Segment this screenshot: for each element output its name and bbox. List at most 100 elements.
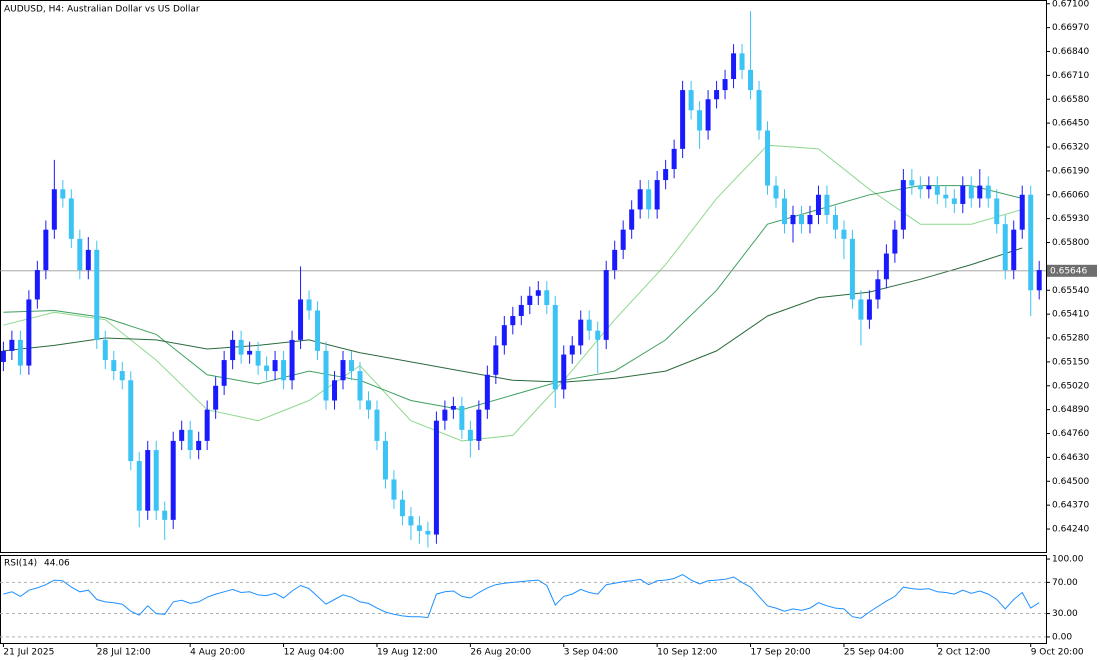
candle-body bbox=[332, 380, 338, 401]
candle-body bbox=[34, 270, 40, 300]
y-tick-label: 0.66190 bbox=[1052, 166, 1089, 176]
candle-body bbox=[968, 185, 974, 199]
candle-body bbox=[535, 290, 541, 296]
candle-body bbox=[1019, 194, 1025, 230]
candle-body bbox=[315, 310, 321, 351]
y-tick-label: 0.66970 bbox=[1052, 23, 1089, 33]
moving-average bbox=[3, 185, 1023, 411]
y-tick-label: 0.65800 bbox=[1052, 238, 1089, 248]
candle-body bbox=[467, 429, 473, 441]
candle-body bbox=[909, 180, 915, 186]
x-tick-label: 26 Aug 20:00 bbox=[470, 648, 531, 658]
candle-body bbox=[773, 185, 779, 199]
candle-body bbox=[629, 209, 635, 230]
y-tick-label: 0.64370 bbox=[1052, 501, 1089, 511]
chart-title: AUDUSD, H4: Australian Dollar vs US Doll… bbox=[4, 5, 200, 15]
candle-body bbox=[357, 371, 363, 401]
candle-body bbox=[9, 339, 15, 351]
rsi-current: 44.06 bbox=[44, 559, 70, 569]
candle-body bbox=[943, 194, 949, 199]
candle-body bbox=[272, 360, 278, 372]
candle-body bbox=[391, 479, 397, 500]
candle-body bbox=[433, 420, 439, 535]
x-tick-label: 19 Aug 12:00 bbox=[377, 648, 438, 658]
candle-body bbox=[238, 339, 244, 355]
candle-body bbox=[883, 253, 889, 280]
candle-body bbox=[425, 530, 431, 535]
candle-body bbox=[382, 440, 388, 480]
candle-body bbox=[94, 249, 100, 340]
x-tick-label: 21 Jul 2025 bbox=[3, 648, 54, 658]
candle-body bbox=[204, 409, 210, 441]
candle-body bbox=[77, 238, 83, 271]
candle-body bbox=[1002, 224, 1008, 271]
candle-body bbox=[281, 360, 287, 381]
candle-body bbox=[459, 405, 465, 430]
y-tick-label: 0.64890 bbox=[1052, 405, 1089, 415]
moving-average bbox=[3, 144, 1023, 442]
y-tick-label: 0.67100 bbox=[1052, 0, 1089, 9]
candle-body bbox=[900, 180, 906, 230]
candle-body bbox=[815, 194, 821, 215]
candle-body bbox=[569, 345, 575, 355]
candle-body bbox=[374, 409, 380, 441]
candle-body bbox=[697, 110, 703, 131]
candle-body bbox=[595, 330, 601, 340]
y-tick-label: 0.65410 bbox=[1052, 310, 1089, 320]
y-tick-label: 0.66450 bbox=[1052, 119, 1089, 129]
candle-body bbox=[213, 385, 219, 410]
candle-body bbox=[875, 279, 881, 300]
candle-body bbox=[782, 198, 787, 225]
candle-body bbox=[450, 405, 456, 410]
candle-body bbox=[832, 214, 838, 230]
candle-body bbox=[994, 198, 1000, 225]
candle-body bbox=[620, 229, 626, 250]
candle-body bbox=[518, 304, 524, 316]
candle-body bbox=[323, 350, 329, 401]
candle-body bbox=[255, 350, 261, 366]
candle-body bbox=[926, 185, 932, 190]
candle-body bbox=[408, 516, 414, 526]
candle-body bbox=[348, 360, 354, 372]
rsi-label: RSI(14) bbox=[4, 559, 37, 569]
candle-body bbox=[170, 440, 176, 520]
candle-body bbox=[866, 299, 872, 320]
y-tick-label: 0.65930 bbox=[1052, 214, 1089, 224]
candle-body bbox=[102, 339, 108, 361]
current-price-box bbox=[1047, 264, 1097, 277]
candle-body bbox=[0, 350, 6, 362]
candle-body bbox=[43, 229, 49, 271]
candle-body bbox=[892, 229, 898, 254]
y-tick-label: 0.66060 bbox=[1052, 190, 1089, 200]
candle-body bbox=[654, 180, 660, 210]
candle-body bbox=[399, 499, 405, 517]
rsi-tick-label: 0.00 bbox=[1052, 632, 1072, 642]
candle-body bbox=[748, 69, 754, 91]
candle-body bbox=[646, 189, 652, 210]
y-tick-label: 0.66710 bbox=[1052, 71, 1089, 81]
candle-body bbox=[247, 350, 253, 355]
candle-body bbox=[119, 371, 125, 381]
x-tick-label: 2 Oct 12:00 bbox=[937, 648, 990, 658]
x-tick-label: 17 Sep 20:00 bbox=[751, 648, 811, 658]
candle-body bbox=[960, 185, 966, 204]
rsi-panel bbox=[0, 555, 1047, 644]
candle-body bbox=[68, 198, 74, 239]
candle-body bbox=[196, 440, 202, 451]
x-tick-label: 10 Sep 12:00 bbox=[657, 648, 717, 658]
candle-body bbox=[841, 229, 847, 239]
candle-body bbox=[663, 169, 669, 181]
candle-body bbox=[552, 304, 558, 390]
candle-body bbox=[807, 214, 813, 225]
candle-body bbox=[493, 345, 499, 375]
candle-body bbox=[985, 185, 991, 199]
candle-body bbox=[136, 461, 142, 511]
y-tick-label: 0.64630 bbox=[1052, 453, 1089, 463]
candle-body bbox=[230, 339, 236, 361]
candle-body bbox=[221, 360, 227, 386]
x-tick-label: 12 Aug 04:00 bbox=[284, 648, 345, 658]
candle-body bbox=[917, 185, 923, 190]
candle-body bbox=[739, 53, 745, 70]
current-price-label: 0.65646 bbox=[1050, 266, 1087, 276]
